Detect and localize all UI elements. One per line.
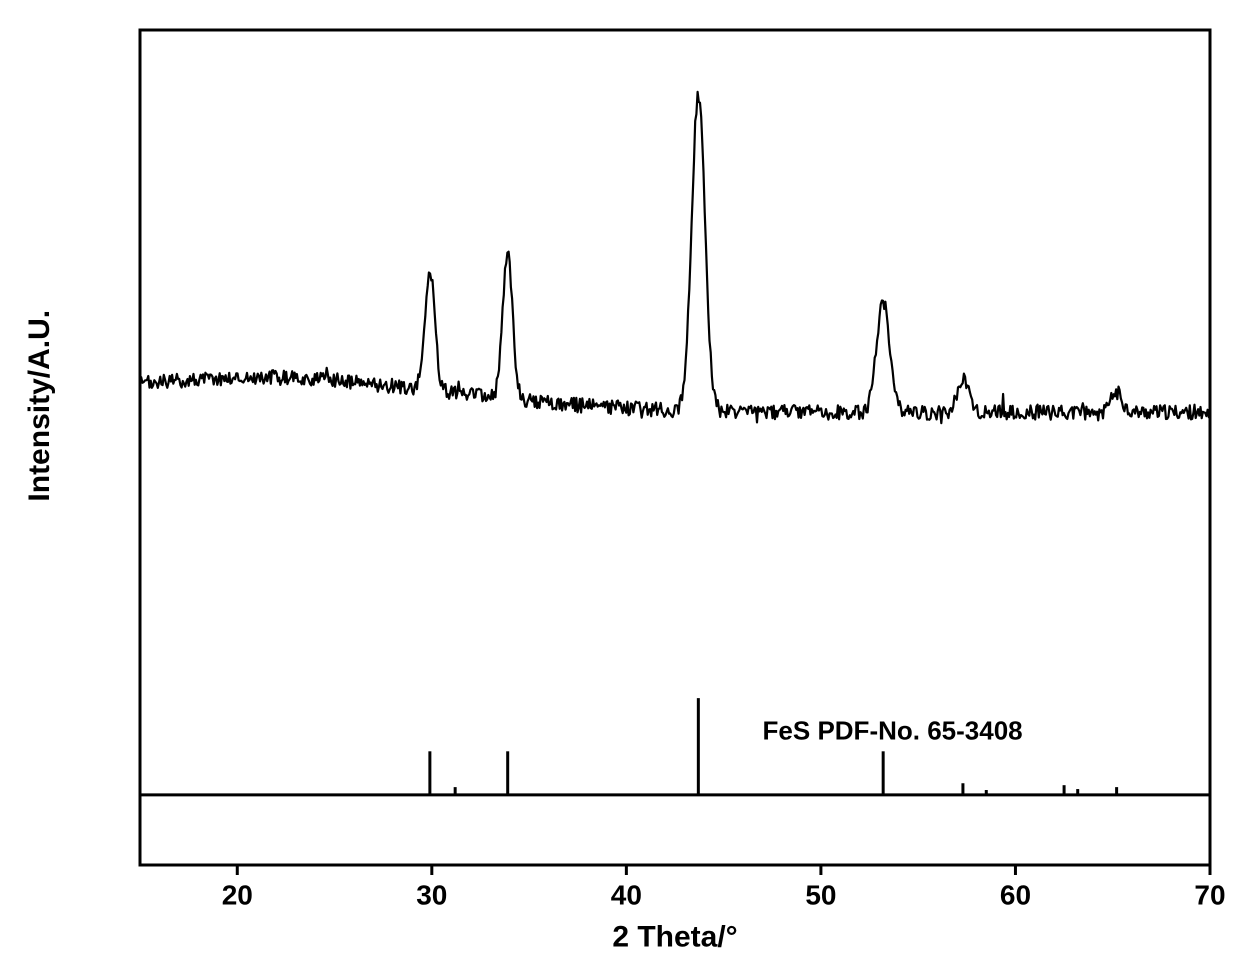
reference-annotation: FeS PDF-No. 65-3408 bbox=[763, 715, 1023, 745]
x-tick-label: 40 bbox=[611, 879, 642, 910]
x-tick-label: 60 bbox=[1000, 879, 1031, 910]
chart-container: { "chart": { "type": "xrd-diffractogram"… bbox=[0, 0, 1240, 975]
xrd-plot-svg: FeS PDF-No. 65-3408 20 30 40 50 60 70 2 Theta/°… bbox=[0, 0, 1240, 975]
y-axis-label: Intensity/A.U. bbox=[23, 310, 56, 502]
x-tick-label: 70 bbox=[1194, 879, 1225, 910]
x-tick-label: 50 bbox=[805, 879, 836, 910]
x-axis-label: 2 Theta/° bbox=[612, 920, 737, 953]
x-tick-label: 20 bbox=[222, 879, 253, 910]
x-tick-label: 30 bbox=[416, 879, 447, 910]
